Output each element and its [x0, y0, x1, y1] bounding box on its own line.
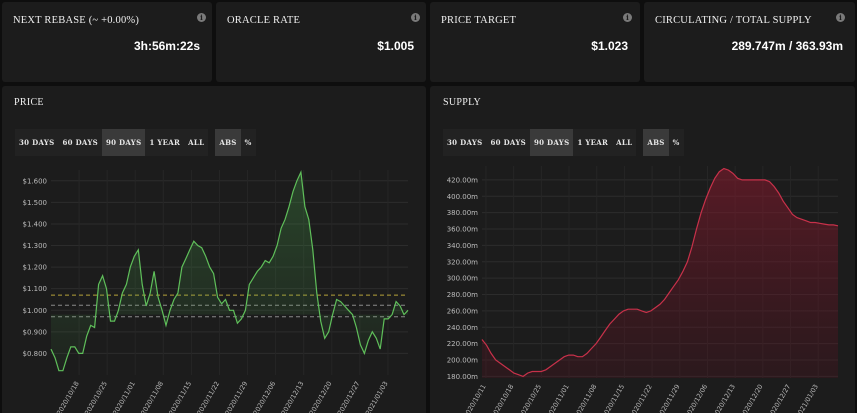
stat-card-oracle-rate: ORACLE RATE i $1.005	[216, 2, 426, 82]
x-tick-label: 2020/11/22	[628, 383, 654, 413]
y-tick-label: 320.00m	[447, 258, 478, 266]
x-tick-label: 2020/12/20	[308, 380, 334, 413]
y-tick-label: $1.500	[23, 199, 48, 207]
x-tick-label: 2020/12/20	[739, 383, 765, 413]
y-tick-label: 180.00m	[447, 373, 478, 381]
stat-title: ORACLE RATE	[227, 15, 301, 26]
x-tick-label: 2021/01/03	[794, 383, 820, 413]
info-icon[interactable]: i	[197, 13, 206, 22]
supply-range-30-days[interactable]: 30 DAYS	[443, 129, 487, 156]
y-tick-label: $1.000	[23, 307, 48, 315]
x-tick-label: 2020/11/01	[545, 383, 571, 413]
supply-line	[481, 167, 839, 378]
price-range-90-days[interactable]: 90 DAYS	[101, 129, 146, 156]
y-tick-label: 380.00m	[447, 209, 478, 217]
x-tick-label: 2020/12/13	[280, 380, 306, 413]
y-tick-label: $1.600	[23, 177, 48, 185]
supply-range-all[interactable]: ALL	[612, 129, 637, 156]
x-tick-label: 2020/12/27	[336, 380, 362, 413]
supply-range-1-year[interactable]: 1 YEAR	[573, 129, 613, 156]
x-tick-label: 2020/10/18	[55, 380, 81, 413]
price-range-30-days[interactable]: 30 DAYS	[15, 129, 59, 156]
x-tick-label: 2020/11/08	[139, 380, 165, 413]
stat-title: NEXT REBASE (~ +0.00%)	[13, 15, 140, 26]
price-range-60-days[interactable]: 60 DAYS	[58, 129, 102, 156]
y-tick-label: 260.00m	[447, 307, 478, 315]
stat-title: PRICE TARGET	[441, 15, 517, 26]
y-tick-label: 220.00m	[447, 340, 478, 348]
price-range-1-year[interactable]: 1 YEAR	[145, 129, 185, 156]
x-tick-label: 2020/11/01	[111, 380, 137, 413]
stat-value: $1.023	[591, 39, 628, 53]
y-tick-label: 400.00m	[447, 193, 478, 201]
stat-title: CIRCULATING / TOTAL SUPPLY	[655, 15, 812, 26]
x-tick-label: 2020/12/06	[252, 380, 278, 413]
y-tick-label: 420.00m	[447, 176, 478, 184]
y-tick-label: 360.00m	[447, 226, 478, 234]
x-tick-label: 2020/10/25	[517, 383, 543, 413]
y-tick-label: 280.00m	[447, 291, 478, 299]
x-tick-label: 2020/10/25	[83, 380, 109, 413]
price-range-buttons: 30 DAYS 60 DAYS 90 DAYS 1 YEAR ALL ABS %	[15, 129, 256, 156]
supply-mode-abs[interactable]: ABS	[643, 129, 669, 156]
y-tick-label: $1.200	[23, 264, 48, 272]
y-tick-label: 340.00m	[447, 242, 478, 250]
y-tick-label: $1.300	[23, 242, 48, 250]
stat-value: $1.005	[377, 39, 414, 53]
price-mode-percent[interactable]: %	[240, 129, 256, 156]
stat-card-supply: CIRCULATING / TOTAL SUPPLY i 289.747m / …	[644, 2, 855, 82]
info-icon[interactable]: i	[411, 13, 420, 22]
y-tick-label: $0.800	[23, 350, 48, 358]
price-mode-abs[interactable]: ABS	[215, 129, 241, 156]
info-icon[interactable]: i	[836, 13, 845, 22]
x-tick-label: 2020/11/08	[573, 383, 599, 413]
x-tick-label: 2020/10/11	[462, 383, 488, 413]
supply-area	[482, 168, 838, 378]
price-panel-title: PRICE	[14, 97, 44, 108]
price-line	[50, 170, 409, 372]
y-tick-label: $0.900	[23, 328, 48, 336]
stat-value: 3h:56m:22s	[133, 39, 200, 53]
info-icon[interactable]: i	[623, 13, 632, 22]
y-tick-label: 240.00m	[447, 324, 478, 332]
y-tick-label: 200.00m	[447, 356, 478, 364]
stat-value: 289.747m / 363.93m	[731, 39, 843, 53]
supply-range-90-days[interactable]: 90 DAYS	[529, 129, 574, 156]
price-range-all[interactable]: ALL	[184, 129, 209, 156]
price-chart: $0.800 $0.900 $1.000 $1.100 $1.200 $1.300 $1.4…	[23, 170, 409, 413]
y-tick-label: $1.400	[23, 220, 48, 228]
y-tick-label: $1.100	[23, 285, 48, 293]
x-tick-label: 2020/12/27	[767, 383, 793, 413]
y-tick-label: 300.00m	[447, 275, 478, 283]
supply-range-60-days[interactable]: 60 DAYS	[486, 129, 530, 156]
x-tick-label: 2020/11/29	[656, 383, 682, 413]
stat-card-next-rebase: NEXT REBASE (~ +0.00%) i 3h:56m:22s	[2, 2, 212, 82]
supply-range-buttons: 30 DAYS 60 DAYS 90 DAYS 1 YEAR ALL ABS %	[443, 129, 684, 156]
supply-panel-title: SUPPLY	[443, 97, 482, 108]
x-tick-label: 2020/11/15	[167, 380, 193, 413]
stat-card-price-target: PRICE TARGET i $1.023	[430, 2, 640, 82]
x-tick-label: 2020/10/18	[490, 383, 516, 413]
x-tick-label: 2020/11/29	[224, 380, 250, 413]
x-tick-label: 2020/12/13	[711, 383, 737, 413]
x-tick-label: 2020/12/06	[684, 383, 710, 413]
x-tick-label: 2021/01/03	[364, 380, 390, 413]
x-tick-label: 2020/11/22	[196, 380, 222, 413]
supply-mode-percent[interactable]: %	[668, 129, 684, 156]
supply-chart: 180.00m 200.00m 220.00m 240.00m 260.00m 280.0…	[447, 166, 839, 413]
x-tick-label: 2020/11/15	[600, 383, 626, 413]
